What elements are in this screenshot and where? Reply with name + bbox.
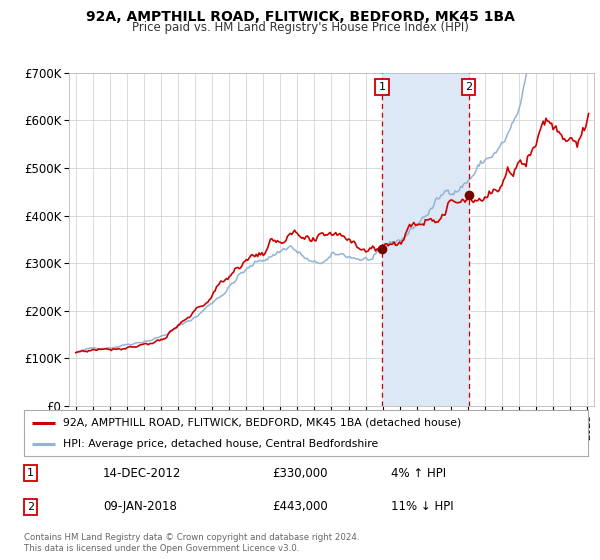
Text: 1: 1 bbox=[27, 468, 34, 478]
Text: 14-DEC-2012: 14-DEC-2012 bbox=[103, 466, 181, 480]
Bar bbox=[382, 73, 469, 406]
Text: £330,000: £330,000 bbox=[272, 466, 328, 480]
Text: 2: 2 bbox=[465, 82, 472, 92]
Text: Contains HM Land Registry data © Crown copyright and database right 2024.
This d: Contains HM Land Registry data © Crown c… bbox=[24, 533, 359, 553]
Text: 11% ↓ HPI: 11% ↓ HPI bbox=[391, 500, 453, 514]
Text: Price paid vs. HM Land Registry's House Price Index (HPI): Price paid vs. HM Land Registry's House … bbox=[131, 21, 469, 34]
Text: £443,000: £443,000 bbox=[272, 500, 328, 514]
Text: 2: 2 bbox=[27, 502, 34, 512]
Text: 09-JAN-2018: 09-JAN-2018 bbox=[103, 500, 177, 514]
Text: 1: 1 bbox=[379, 82, 385, 92]
Text: 92A, AMPTHILL ROAD, FLITWICK, BEDFORD, MK45 1BA (detached house): 92A, AMPTHILL ROAD, FLITWICK, BEDFORD, M… bbox=[64, 418, 462, 428]
Text: 4% ↑ HPI: 4% ↑ HPI bbox=[391, 466, 446, 480]
Text: 92A, AMPTHILL ROAD, FLITWICK, BEDFORD, MK45 1BA: 92A, AMPTHILL ROAD, FLITWICK, BEDFORD, M… bbox=[86, 10, 514, 24]
Text: HPI: Average price, detached house, Central Bedfordshire: HPI: Average price, detached house, Cent… bbox=[64, 439, 379, 449]
